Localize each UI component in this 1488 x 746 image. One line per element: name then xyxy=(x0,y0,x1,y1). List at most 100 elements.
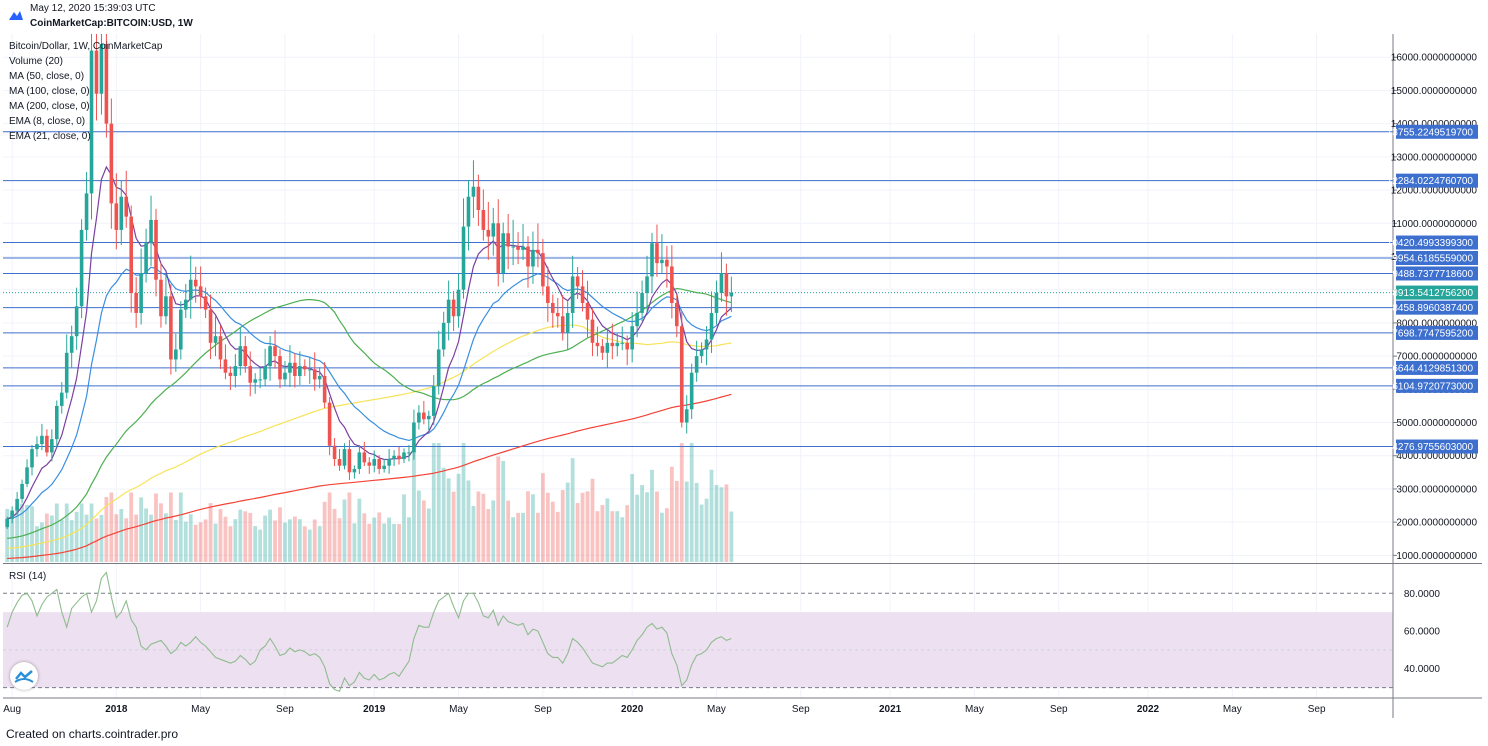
candle-body xyxy=(119,196,124,230)
y-tick-label: 12000.0000000000 xyxy=(1391,186,1478,197)
volume-bar xyxy=(679,443,684,562)
volume-bar xyxy=(198,522,203,562)
candle-body xyxy=(555,312,560,317)
legend-item[interactable]: Bitcoin/Dollar, 1W, CoinMarketCap xyxy=(9,41,163,52)
volume-bar xyxy=(610,511,615,562)
candle-body xyxy=(377,459,381,470)
candle-body xyxy=(451,299,456,317)
volume-bar xyxy=(575,503,580,562)
volume-bar xyxy=(74,511,79,562)
volume-bar xyxy=(412,443,416,562)
volume-bar xyxy=(550,501,555,562)
volume-bar xyxy=(580,492,585,562)
volume-bar xyxy=(149,514,153,562)
legend-item[interactable]: MA (200, close, 0) xyxy=(9,101,90,112)
volume-bar xyxy=(203,519,208,562)
y-tick-label: 8000.0000000000 xyxy=(1396,318,1477,329)
level-label-box xyxy=(1396,300,1478,315)
horizontal-levels[interactable] xyxy=(3,131,1393,448)
volume-bar xyxy=(724,484,729,562)
candle-body xyxy=(481,210,486,230)
candle-body xyxy=(263,366,267,380)
volume-bar xyxy=(664,508,669,562)
volume-bar xyxy=(79,503,84,562)
y-tick-label: 2000.0000000000 xyxy=(1396,518,1477,529)
ma200-line xyxy=(7,393,732,560)
volume-bar xyxy=(545,492,550,562)
candle-body xyxy=(575,276,580,287)
rsi-legend[interactable]: RSI (14) xyxy=(9,571,47,582)
candle-body xyxy=(99,43,104,94)
level-label: 13755.2249519700 xyxy=(1387,127,1474,138)
x-tick-label: May xyxy=(449,704,468,715)
volume-bar xyxy=(491,500,496,562)
volume-bar xyxy=(268,509,272,562)
candle-body xyxy=(387,459,391,466)
candle-body xyxy=(35,444,39,450)
volume-bar xyxy=(302,526,307,562)
candle-body xyxy=(303,366,307,370)
ma50-line xyxy=(7,287,732,539)
candle-body xyxy=(694,356,699,373)
volume-bar xyxy=(129,492,134,562)
volume-bar xyxy=(645,492,649,562)
x-tick-label: Sep xyxy=(1308,704,1326,715)
volume-bar xyxy=(660,512,664,562)
candle-body xyxy=(620,342,625,344)
x-tick-label: Sep xyxy=(792,704,810,715)
volume-bar xyxy=(426,508,431,562)
legend-item[interactable]: EMA (8, close, 0) xyxy=(9,116,86,127)
candle-body xyxy=(382,465,386,470)
candle-body xyxy=(233,366,238,377)
candle-body xyxy=(129,216,133,294)
volume-bar xyxy=(253,526,258,562)
candle-body xyxy=(511,246,515,248)
candle-body xyxy=(595,342,600,347)
volume-bar xyxy=(317,526,322,562)
candle-body xyxy=(496,223,501,274)
x-tick-label: Sep xyxy=(1050,704,1068,715)
volume-bar xyxy=(650,469,654,562)
volume-bar xyxy=(407,517,411,562)
volume-bar xyxy=(655,491,659,562)
legend-item[interactable]: MA (50, close, 0) xyxy=(9,71,85,82)
volume-bar xyxy=(600,505,605,562)
volume-bar xyxy=(689,443,694,562)
level-label: 7698.7747595200 xyxy=(1392,328,1473,339)
last-price-box xyxy=(1396,285,1478,300)
level-label: 4276.9755603000 xyxy=(1392,442,1473,453)
volume-bar xyxy=(312,519,317,562)
candle-body xyxy=(258,379,262,381)
volume-bar xyxy=(173,519,178,562)
volume-bar xyxy=(30,506,34,562)
candle-body xyxy=(630,326,634,350)
ema21-line xyxy=(7,266,732,520)
volume-bar xyxy=(531,494,535,562)
x-tick-label: 2020 xyxy=(621,704,644,715)
legend-item[interactable]: Volume (20) xyxy=(9,56,63,67)
candle-body xyxy=(322,376,327,403)
volume-bar xyxy=(342,499,347,562)
volume-bar xyxy=(669,466,674,562)
volume-bar xyxy=(119,509,124,562)
volume-bar xyxy=(134,514,139,562)
volume-bar xyxy=(397,524,401,562)
level-label-box xyxy=(1396,250,1478,265)
legend-item[interactable]: MA (100, close, 0) xyxy=(9,86,90,97)
candle-body xyxy=(560,316,565,333)
level-label-box xyxy=(1396,235,1478,250)
candle-body xyxy=(139,273,143,313)
candle-body xyxy=(521,246,525,250)
volume-bar xyxy=(337,518,342,562)
rsi-tick-label: 40.0000 xyxy=(1404,664,1441,675)
volume-bar xyxy=(635,494,640,562)
volume-bar xyxy=(719,487,724,562)
y-tick-label: 15000.0000000000 xyxy=(1391,86,1478,97)
volume-bar xyxy=(347,492,352,562)
candle-body xyxy=(536,249,540,254)
level-label: 9954.6185559000 xyxy=(1392,253,1473,264)
candle-body xyxy=(714,293,719,313)
legend-item[interactable]: EMA (21, close, 0) xyxy=(9,131,91,142)
candlesticks[interactable] xyxy=(5,34,734,529)
